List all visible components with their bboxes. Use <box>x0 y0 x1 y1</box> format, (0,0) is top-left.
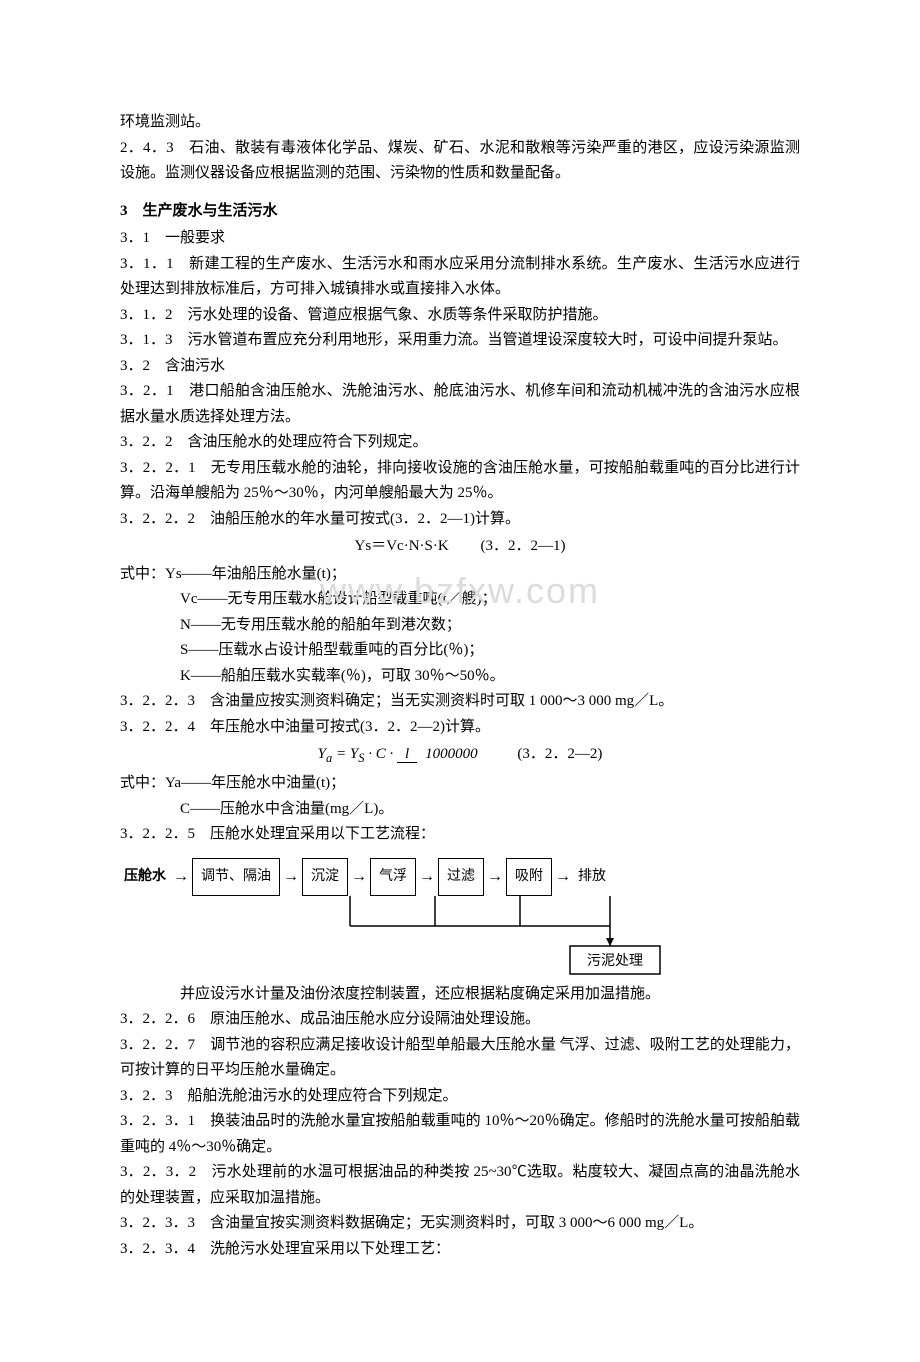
p-313: 3．1．3 污水管道布置应充分利用地形，采用重力流。当管道埋设深度较大时，可设中… <box>120 328 800 354</box>
arrow-icon: → <box>351 863 367 890</box>
formula-2: Ya = YS · C · l1000000 (3．2．2—2) <box>120 742 800 769</box>
p-3221: 3．2．2．1 无专用压载水舱的油轮，排向接收设施的含油压舱水量，可按船舶载重吨… <box>120 456 800 507</box>
p-3227: 3．2．2．7 调节池的容积应满足接收设计船型单船最大压舱水量 气浮、过滤、吸附… <box>120 1033 800 1084</box>
where-c: C——压舱水中含油量(mg／L)。 <box>120 797 800 823</box>
flow-box-1: 调节、隔油 <box>192 858 280 896</box>
p-3223: 3．2．2．3 含油量应按实测资料确定；当无实测资料时可取 1 000～3 00… <box>120 689 800 715</box>
f2-num: l <box>397 746 417 763</box>
p-3225b: 并应设污水计量及油份浓度控制装置，还应根据粘度确定采用加温措施。 <box>120 982 800 1008</box>
flow-box-2: 沉淀 <box>302 858 348 896</box>
p-3234: 3．2．3．4 洗舱污水处理宜采用以下处理工艺： <box>120 1237 800 1263</box>
formula-2-label: (3．2．2—2) <box>517 742 602 768</box>
process-flow-diagram: 压舱水 → 调节、隔油 → 沉淀 → 气浮 → 过滤 → 吸附 → 排放 污泥处… <box>120 858 800 976</box>
p-3225: 3．2．2．5 压舱水处理宜采用以下工艺流程： <box>120 822 800 848</box>
p-3232: 3．2．3．2 污水处理前的水温可根据油品的种类按 25~30℃选取。粘度较大、… <box>120 1160 800 1211</box>
arrow-icon: → <box>173 863 189 890</box>
where-s: S——压载水占设计船型载重吨的百分比(％)； <box>120 638 800 664</box>
where-ys: 式中：Ys——年油船压舱水量(t)； <box>120 562 800 588</box>
p-321: 3．2．1 港口船舶含油压舱水、洗舱油污水、舱底油污水、机修车间和流动机械冲洗的… <box>120 379 800 430</box>
f2-eq: = Y <box>332 746 358 762</box>
formula-1-label: (3．2．2—1) <box>480 534 565 560</box>
flow-connector-svg: 污泥处理 <box>120 896 760 976</box>
arrow-icon: → <box>283 863 299 890</box>
where-ya: 式中：Ya——年压舱水中油量(t)； <box>120 771 800 797</box>
flow-box-3: 气浮 <box>370 858 416 896</box>
section-3-title: 3 生产废水与生活污水 <box>120 199 800 225</box>
sludge-box-text: 污泥处理 <box>587 953 643 969</box>
f2-ya: Y <box>318 746 326 762</box>
p-3222: 3．2．2．2 油船压舱水的年水量可按式(3．2．2—1)计算。 <box>120 507 800 533</box>
where-vc: Vc——无专用压载水舱设计船型载重吨(t／艘)； <box>120 587 800 613</box>
arrow-icon: → <box>555 863 571 890</box>
s32-title: 3．2 含油污水 <box>120 354 800 380</box>
arrow-icon: → <box>419 863 435 890</box>
p-monitoring: 环境监测站。 <box>120 110 800 136</box>
flow-box-5: 吸附 <box>506 858 552 896</box>
p-3231: 3．2．3．1 换装油品时的洗舱水量宜按船舶载重吨的 10％～20％确定。修船时… <box>120 1109 800 1160</box>
formula-1: Ys＝Vc·N·S·K (3．2．2—1) <box>120 534 800 560</box>
where-k: K——船舶压载水实载率(％)，可取 30％～50％。 <box>120 664 800 690</box>
arrow-icon: → <box>487 863 503 890</box>
p-243: 2．4．3 石油、散装有毒液体化学品、煤炭、矿石、水泥和散粮等污染严重的港区，应… <box>120 136 800 187</box>
where-n: N——无专用压载水舱的船舶年到港次数； <box>120 613 800 639</box>
p-3224: 3．2．2．4 年压舱水中油量可按式(3．2．2—2)计算。 <box>120 715 800 741</box>
s31-title: 3．1 一般要求 <box>120 226 800 252</box>
p-322: 3．2．2 含油压舱水的处理应符合下列规定。 <box>120 430 800 456</box>
flow-box-4: 过滤 <box>438 858 484 896</box>
p-312: 3．1．2 污水处理的设备、管道应根据气象、水质等条件采取防护措施。 <box>120 303 800 329</box>
formula-1-body: Ys＝Vc·N·S·K <box>355 538 449 554</box>
f2-rest: · C · <box>364 746 397 762</box>
p-3233: 3．2．3．3 含油量宜按实测资料数据确定；无实测资料时，可取 3 000～6 … <box>120 1211 800 1237</box>
p-323: 3．2．3 船舶洗舱油污水的处理应符合下列规定。 <box>120 1084 800 1110</box>
p-311: 3．1．1 新建工程的生产废水、生活污水和雨水应采用分流制排水系统。生产废水、生… <box>120 252 800 303</box>
f2-den: 1000000 <box>417 746 486 762</box>
flow-input-label: 压舱水 <box>124 865 166 889</box>
p-3226: 3．2．2．6 原油压舱水、成品油压舱水应分设隔油处理设施。 <box>120 1007 800 1033</box>
flow-output-label: 排放 <box>578 865 606 889</box>
